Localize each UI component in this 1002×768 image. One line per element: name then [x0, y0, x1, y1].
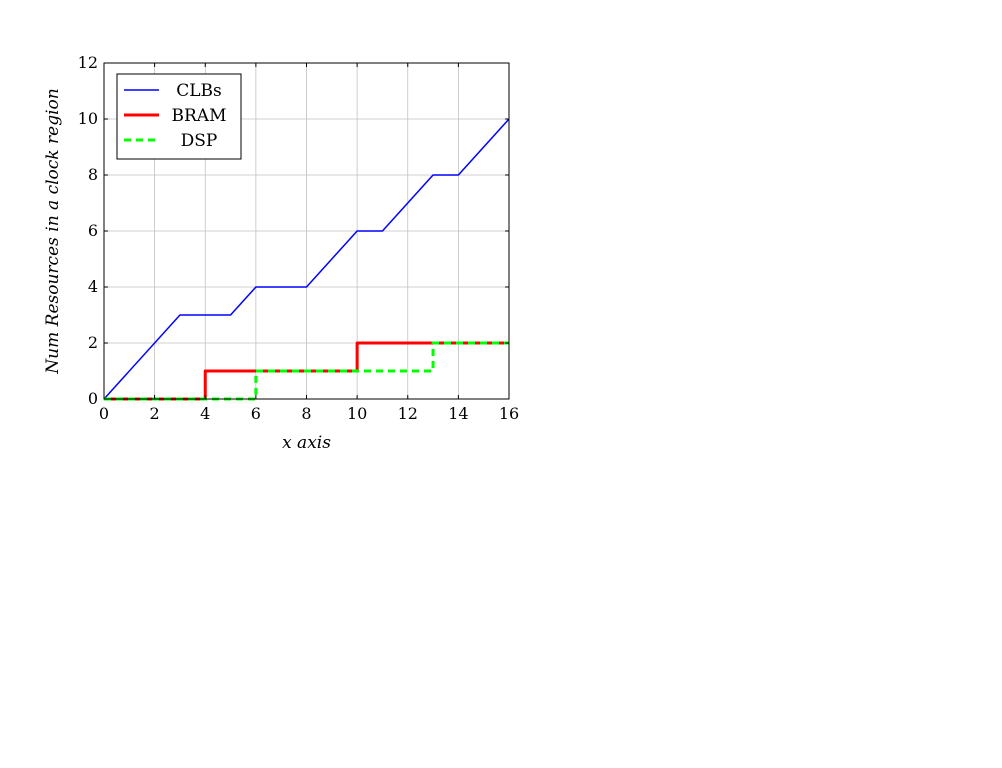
axis-ticks: 0 2 4 6 8 10 12 14 16 0 2 4 6 8 10 12 [78, 53, 520, 423]
legend-item-dsp: DSP [124, 131, 217, 151]
y-tick-label: 12 [78, 53, 98, 72]
legend-item-clbs: CLBs [124, 81, 222, 101]
x-tick-label: 12 [398, 404, 418, 423]
series-line-clbs [103, 118, 510, 400]
x-tick-label: 16 [499, 404, 519, 423]
y-axis-label: Num Resources in a clock region [43, 88, 63, 374]
x-tick-label: 4 [200, 404, 210, 423]
legend-label: CLBs [176, 81, 222, 101]
x-tick-label: 6 [251, 404, 261, 423]
y-tick-label: 0 [88, 389, 98, 408]
legend-item-bram: BRAM [124, 106, 226, 126]
y-tick-label: 4 [88, 277, 98, 296]
y-tick-label: 10 [78, 109, 98, 128]
legend: CLBs BRAM DSP [116, 73, 242, 160]
x-axis-label: x axis [282, 433, 331, 453]
legend-label: DSP [181, 131, 218, 151]
x-tick-label: 0 [99, 404, 109, 423]
x-tick-label: 10 [347, 404, 367, 423]
x-tick-label: 8 [301, 404, 311, 423]
y-tick-label: 6 [88, 221, 98, 240]
x-tick-label: 2 [150, 404, 160, 423]
legend-label: BRAM [172, 106, 227, 126]
y-tick-label: 8 [88, 165, 98, 184]
y-tick-label: 2 [88, 333, 98, 352]
x-tick-label: 14 [448, 404, 468, 423]
